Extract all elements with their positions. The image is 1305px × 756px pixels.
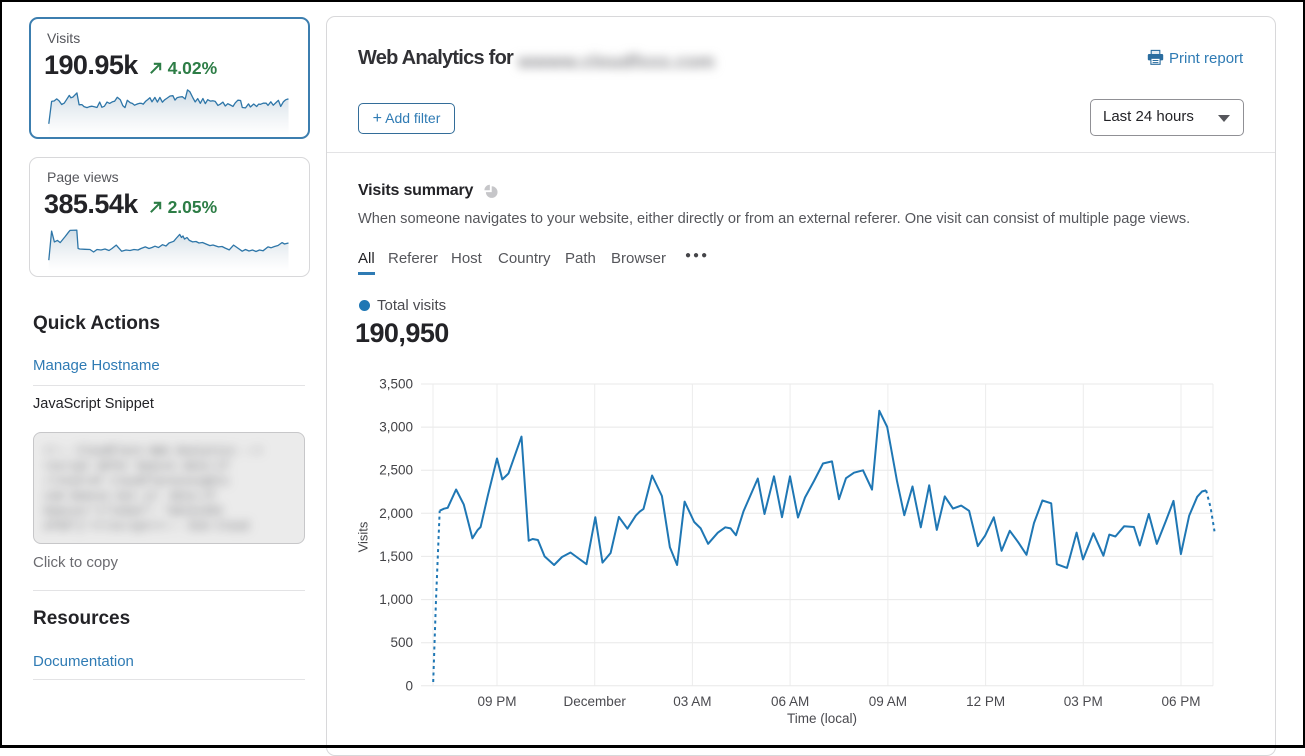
svg-text:06 PM: 06 PM	[1161, 694, 1200, 709]
svg-text:3,500: 3,500	[379, 377, 413, 392]
svg-text:1,000: 1,000	[379, 592, 413, 607]
svg-text:Visits: Visits	[356, 521, 371, 552]
svg-text:Time (local): Time (local)	[787, 711, 857, 726]
svg-text:06 AM: 06 AM	[771, 694, 809, 709]
svg-text:3,000: 3,000	[379, 420, 413, 435]
svg-text:12 PM: 12 PM	[966, 694, 1005, 709]
svg-text:03 PM: 03 PM	[1064, 694, 1103, 709]
svg-text:1,500: 1,500	[379, 549, 413, 564]
svg-text:December: December	[564, 694, 627, 709]
svg-text:500: 500	[390, 635, 413, 650]
svg-text:03 AM: 03 AM	[673, 694, 711, 709]
svg-text:0: 0	[405, 678, 413, 693]
svg-text:09 PM: 09 PM	[477, 694, 516, 709]
svg-text:2,500: 2,500	[379, 463, 413, 478]
svg-text:09 AM: 09 AM	[869, 694, 907, 709]
svg-text:2,000: 2,000	[379, 506, 413, 521]
